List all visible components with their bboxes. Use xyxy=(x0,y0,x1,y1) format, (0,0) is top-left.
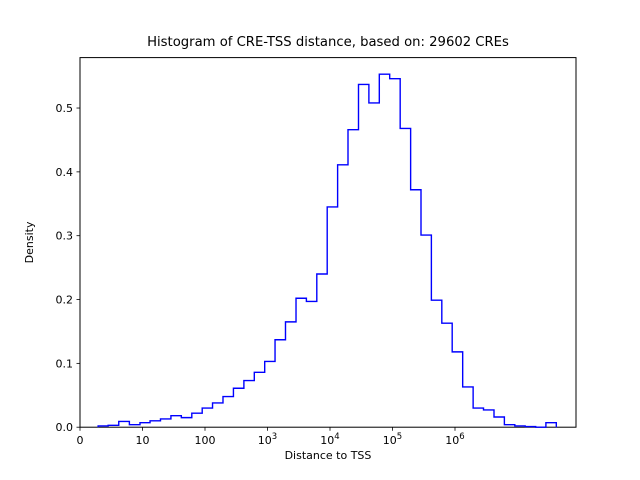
x-tick-label: 103 xyxy=(258,432,277,447)
y-axis-label: Density xyxy=(23,221,36,263)
x-tick-label: 105 xyxy=(383,432,402,447)
x-tick-label: 0 xyxy=(77,434,84,447)
y-tick-label: 0.2 xyxy=(56,294,74,307)
y-tick-label: 0.4 xyxy=(56,166,74,179)
y-tick-label: 0.5 xyxy=(56,102,74,115)
histogram-step-line xyxy=(97,73,558,428)
y-tick-label: 0.1 xyxy=(56,357,74,370)
x-axis: 0 10 100 103 104 105 106 xyxy=(77,427,465,447)
x-tick-label: 104 xyxy=(320,432,339,447)
x-tick-label: 106 xyxy=(445,432,464,447)
plot-area xyxy=(79,57,577,428)
x-tick-label: 100 xyxy=(195,434,216,447)
chart-title: Histogram of CRE-TSS distance, based on:… xyxy=(147,35,509,50)
x-tick-label: 10 xyxy=(136,434,150,447)
x-axis-label: Distance to TSS xyxy=(285,449,372,462)
y-tick-label: 0.0 xyxy=(56,421,74,434)
y-tick-label: 0.3 xyxy=(56,230,74,243)
y-axis: 0.0 0.1 0.2 0.3 0.4 0.5 xyxy=(56,102,80,434)
